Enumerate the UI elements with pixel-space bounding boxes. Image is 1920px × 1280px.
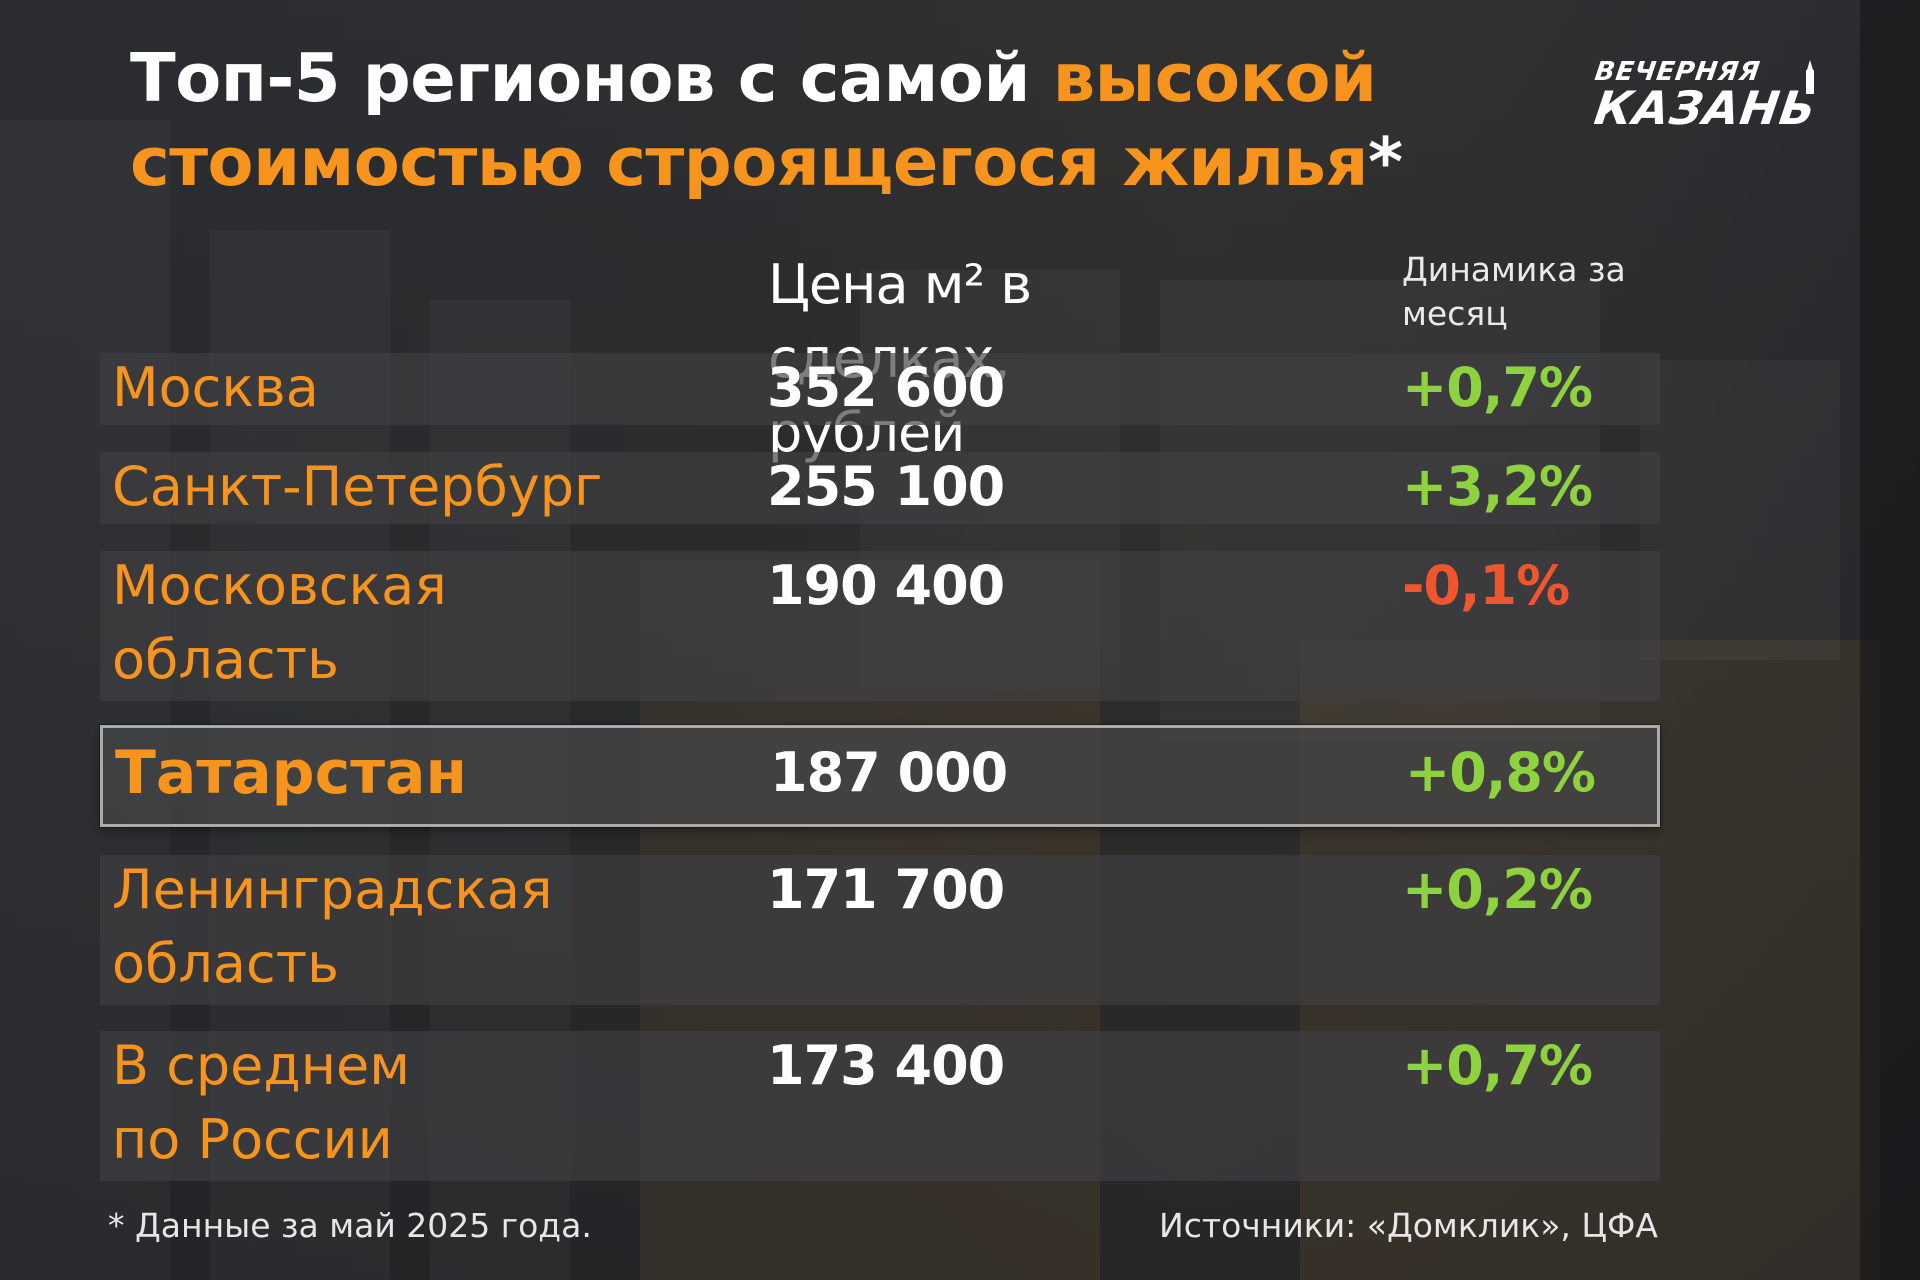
- change-value: +3,2%: [1402, 455, 1593, 518]
- vechernyaya-kazan-logo: ВЕЧЕРНЯЯ КАЗАНЬ: [1591, 57, 1821, 138]
- region-name: Ленинградская область: [112, 853, 553, 1001]
- table-row-highlighted: Татарстан 187 000 +0,8%: [100, 725, 1660, 827]
- price-value: 171 700: [767, 858, 1005, 921]
- region-name-line: Москва: [112, 356, 319, 419]
- region-name: Татарстан: [115, 736, 467, 810]
- price-value: 352 600: [767, 356, 1005, 419]
- change-header-line-2: месяц: [1402, 294, 1508, 333]
- title-asterisk: *: [1367, 123, 1403, 201]
- footnote: * Данные за май 2025 года.: [108, 1206, 592, 1245]
- table-row: Ленинградская область 171 700 +0,2%: [100, 855, 1660, 1005]
- price-value: 190 400: [767, 554, 1005, 617]
- region-name: Москва: [112, 351, 319, 425]
- table-row: В среднем по России 173 400 +0,7%: [100, 1031, 1660, 1181]
- region-name-line: Санкт-Петербург: [112, 455, 603, 518]
- change-value: +0,8%: [1405, 741, 1596, 804]
- region-name-line: область: [112, 932, 339, 995]
- title-part-1: Топ-5 регионов с самой: [130, 39, 1053, 117]
- region-name: Санкт-Петербург: [112, 450, 602, 524]
- change-value: +0,2%: [1402, 858, 1593, 921]
- price-value: 187 000: [770, 741, 1008, 804]
- region-name-line: Татарстан: [115, 738, 467, 808]
- change-column-header: Динамика за месяц: [1402, 248, 1762, 336]
- region-name-line: область: [112, 628, 339, 691]
- region-name-line: Московская: [112, 554, 447, 617]
- price-value: 173 400: [767, 1034, 1005, 1097]
- table-row: Санкт-Петербург 255 100 +3,2%: [100, 452, 1660, 524]
- region-name: Московская область: [112, 549, 447, 697]
- table-row: Московская область 190 400 -0,1%: [100, 551, 1660, 701]
- table-row: Москва 352 600 +0,7%: [100, 353, 1660, 425]
- change-value: +0,7%: [1402, 1034, 1593, 1097]
- kremlin-tower-icon: [1806, 60, 1814, 94]
- region-name-line: В среднем: [112, 1034, 411, 1097]
- region-name-line: по России: [112, 1108, 393, 1171]
- change-value: +0,7%: [1402, 356, 1593, 419]
- change-header-line-1: Динамика за: [1402, 250, 1626, 289]
- title-part-3: стоимостью строящегося жилья: [130, 123, 1368, 201]
- logo-line-2: КАЗАНЬ: [1591, 81, 1820, 135]
- title-part-2: высокой: [1052, 39, 1377, 117]
- region-name-line: Ленинградская: [112, 858, 553, 921]
- change-value: -0,1%: [1402, 554, 1570, 617]
- source-note: Источники: «Домклик», ЦФА: [1159, 1206, 1658, 1245]
- chart-title: Топ-5 регионов с самой высокой стоимость…: [130, 36, 1550, 204]
- region-name: В среднем по России: [112, 1029, 410, 1177]
- price-value: 255 100: [767, 455, 1005, 518]
